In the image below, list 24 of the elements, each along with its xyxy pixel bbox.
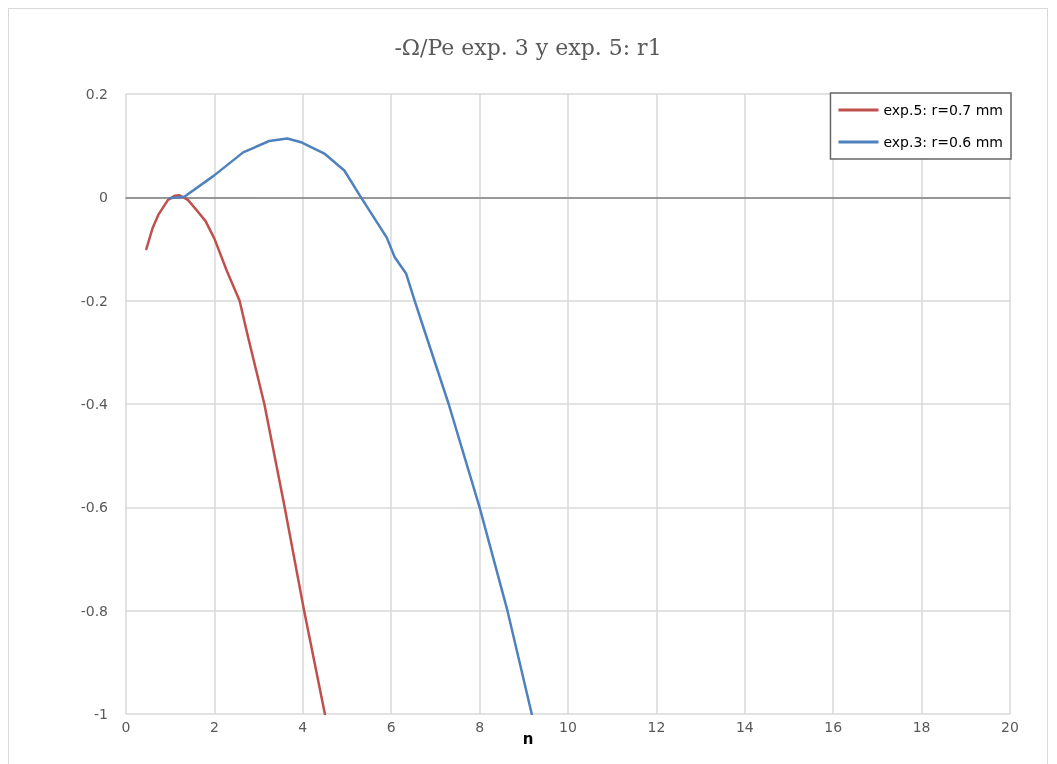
- y-tick-label: -0.4: [80, 396, 109, 412]
- y-tick-label: -0.8: [80, 602, 108, 619]
- line-series: [168, 137, 534, 716]
- x-tick-label: 16: [824, 719, 843, 735]
- x-tick-label: 20: [1001, 719, 1019, 735]
- x-tick-label: 10: [559, 719, 577, 735]
- x-tick-label: 6: [386, 719, 396, 735]
- x-tick-label: 8: [475, 719, 485, 735]
- x-tick-label: 4: [298, 719, 308, 735]
- x-tick-label: 18: [912, 719, 931, 735]
- y-tick-label: -0.2: [80, 292, 108, 309]
- x-tick-label: 0: [121, 719, 131, 735]
- x-axis-title: n: [522, 729, 534, 748]
- chart-title: -Ω/Pe exp. 3 y exp. 5: r1: [394, 34, 662, 60]
- y-tick-label: -1: [94, 706, 108, 722]
- x-tick-label: 14: [735, 719, 754, 735]
- y-tick-label: 0: [99, 189, 108, 206]
- y-tick-label: -0.6: [80, 499, 109, 516]
- y-tick-label: 0.2: [85, 86, 108, 102]
- legend-label: exp.3: r=0.6 mm: [883, 134, 1004, 150]
- x-tick-label: 2: [209, 719, 219, 735]
- x-tick-label: 12: [647, 719, 666, 735]
- line-series: [145, 194, 327, 716]
- legend-label: exp.5: r=0.7 mm: [883, 102, 1004, 118]
